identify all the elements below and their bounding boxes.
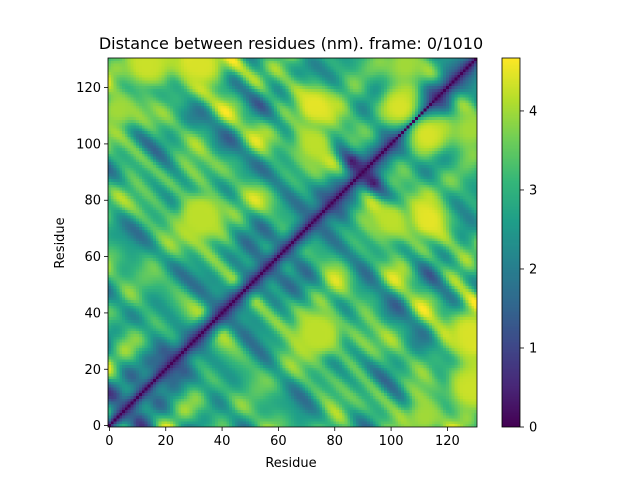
y-axis-label: Residue bbox=[53, 217, 68, 268]
y-tick-label: 60 bbox=[84, 250, 101, 265]
colorbar-tick-label: 0 bbox=[529, 421, 537, 436]
x-axis: 0 20 40 60 80 100 120 bbox=[105, 427, 460, 449]
colorbar-tick-label: 4 bbox=[529, 104, 537, 119]
x-tick-label: 0 bbox=[105, 434, 113, 449]
y-tick-label: 80 bbox=[84, 194, 101, 209]
colorbar-tick-label: 3 bbox=[529, 183, 537, 198]
colorbar-gradient bbox=[502, 58, 520, 427]
x-axis-label: Residue bbox=[265, 456, 316, 471]
chart-title: Distance between residues (nm). frame: 0… bbox=[99, 34, 483, 53]
y-tick-label: 40 bbox=[84, 306, 101, 321]
y-tick-label: 100 bbox=[76, 137, 101, 152]
heatmap-image bbox=[108, 58, 477, 427]
x-tick-label: 100 bbox=[379, 434, 404, 449]
colorbar-tick-label: 2 bbox=[529, 262, 537, 277]
x-tick-label: 40 bbox=[214, 434, 231, 449]
heatmap-frame bbox=[107, 57, 478, 428]
colorbar-frame bbox=[501, 57, 521, 428]
heatmap-area bbox=[107, 57, 478, 428]
colorbar: 0 1 2 3 4 bbox=[501, 57, 537, 436]
y-tick-label: 0 bbox=[93, 419, 101, 434]
colorbar-ticks: 0 1 2 3 4 bbox=[520, 104, 537, 436]
y-tick-label: 20 bbox=[84, 363, 101, 378]
x-tick-label: 20 bbox=[157, 434, 174, 449]
y-tick-label: 120 bbox=[76, 81, 101, 96]
y-axis: 0 20 40 60 80 100 120 bbox=[76, 81, 108, 434]
x-tick-label: 60 bbox=[270, 434, 287, 449]
colorbar-tick-label: 1 bbox=[529, 341, 537, 356]
x-tick-label: 120 bbox=[435, 434, 460, 449]
x-tick-label: 80 bbox=[326, 434, 343, 449]
